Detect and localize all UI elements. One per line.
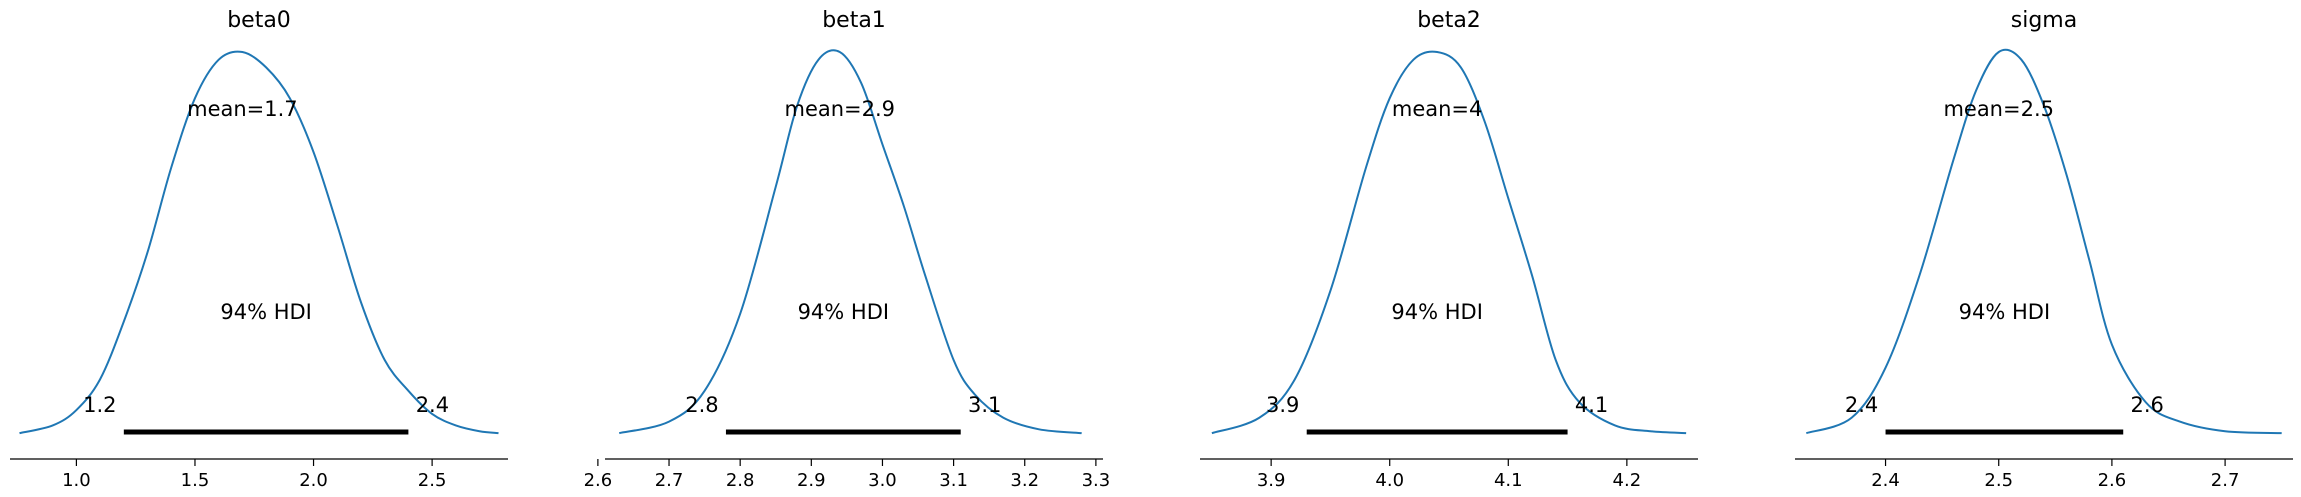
x-tick-label: 2.6	[584, 470, 613, 491]
x-tick-label: 2.5	[418, 470, 447, 491]
hdi-low-label: 1.2	[83, 393, 116, 417]
hdi-label: 94% HDI	[1391, 300, 1483, 324]
density-curve	[1211, 50, 1687, 435]
hdi-low-label: 2.4	[1845, 393, 1878, 417]
hdi-low-label: 2.8	[685, 393, 718, 417]
hdi-label: 94% HDI	[798, 300, 890, 324]
x-tick-label: 1.0	[62, 470, 91, 491]
x-tick-label: 3.2	[1010, 470, 1039, 491]
x-tick-label: 2.5	[1984, 470, 2013, 491]
x-tick-label: 2.8	[726, 470, 755, 491]
x-tick-label: 2.9	[797, 470, 826, 491]
mean-label: mean=2.9	[784, 97, 895, 121]
panel-title: sigma	[2011, 8, 2077, 33]
x-tick-label: 1.5	[181, 470, 210, 491]
mean-label: mean=4	[1392, 97, 1483, 121]
mean-label: mean=1.7	[187, 97, 298, 121]
x-tick-label: 3.3	[1082, 470, 1111, 491]
x-tick-label: 4.0	[1375, 470, 1404, 491]
hdi-label: 94% HDI	[1959, 300, 2051, 324]
posterior-panel-beta0: beta0 mean=1.7 94% HDI 1.2 2.4 1.0 1.5 2.0 2.5	[10, 8, 508, 491]
hdi-high-label: 3.1	[968, 393, 1001, 417]
x-tick-label: 4.1	[1494, 470, 1523, 491]
x-tick-label: 2.6	[2098, 470, 2127, 491]
panel-title: beta2	[1417, 8, 1481, 33]
hdi-low-label: 3.9	[1266, 393, 1299, 417]
panel-title: beta1	[822, 8, 886, 33]
density-curve	[619, 49, 1082, 435]
density-curve	[19, 50, 499, 435]
x-tick-label: 2.7	[2211, 470, 2240, 491]
x-tick-label: 4.2	[1613, 470, 1642, 491]
x-tick-label: 2.4	[1871, 470, 1900, 491]
x-tick-label: 3.1	[939, 470, 968, 491]
x-tick-label: 2.7	[655, 470, 684, 491]
hdi-high-label: 2.4	[416, 393, 449, 417]
hdi-label: 94% HDI	[220, 300, 312, 324]
posterior-panel-sigma: sigma mean=2.5 94% HDI 2.4 2.6 2.4 2.5 2.6 2.7	[1795, 8, 2293, 491]
x-tick-label: 2.0	[299, 470, 328, 491]
mean-label: mean=2.5	[1943, 97, 2054, 121]
x-tick-label: 3.9	[1257, 470, 1286, 491]
hdi-high-label: 2.6	[2131, 393, 2164, 417]
hdi-high-label: 4.1	[1575, 393, 1608, 417]
posterior-panel-beta1: beta1 mean=2.9 94% HDI 2.8 3.1 2.6 2.7 2.8 2.9 3.…	[584, 8, 1111, 491]
density-curve	[1805, 48, 2282, 435]
posterior-panel-beta2: beta2 mean=4 94% HDI 3.9 4.1 3.9 4.0 4.1 4.2	[1200, 8, 1698, 491]
panel-title: beta0	[227, 8, 291, 33]
x-tick-label: 3.0	[868, 470, 897, 491]
